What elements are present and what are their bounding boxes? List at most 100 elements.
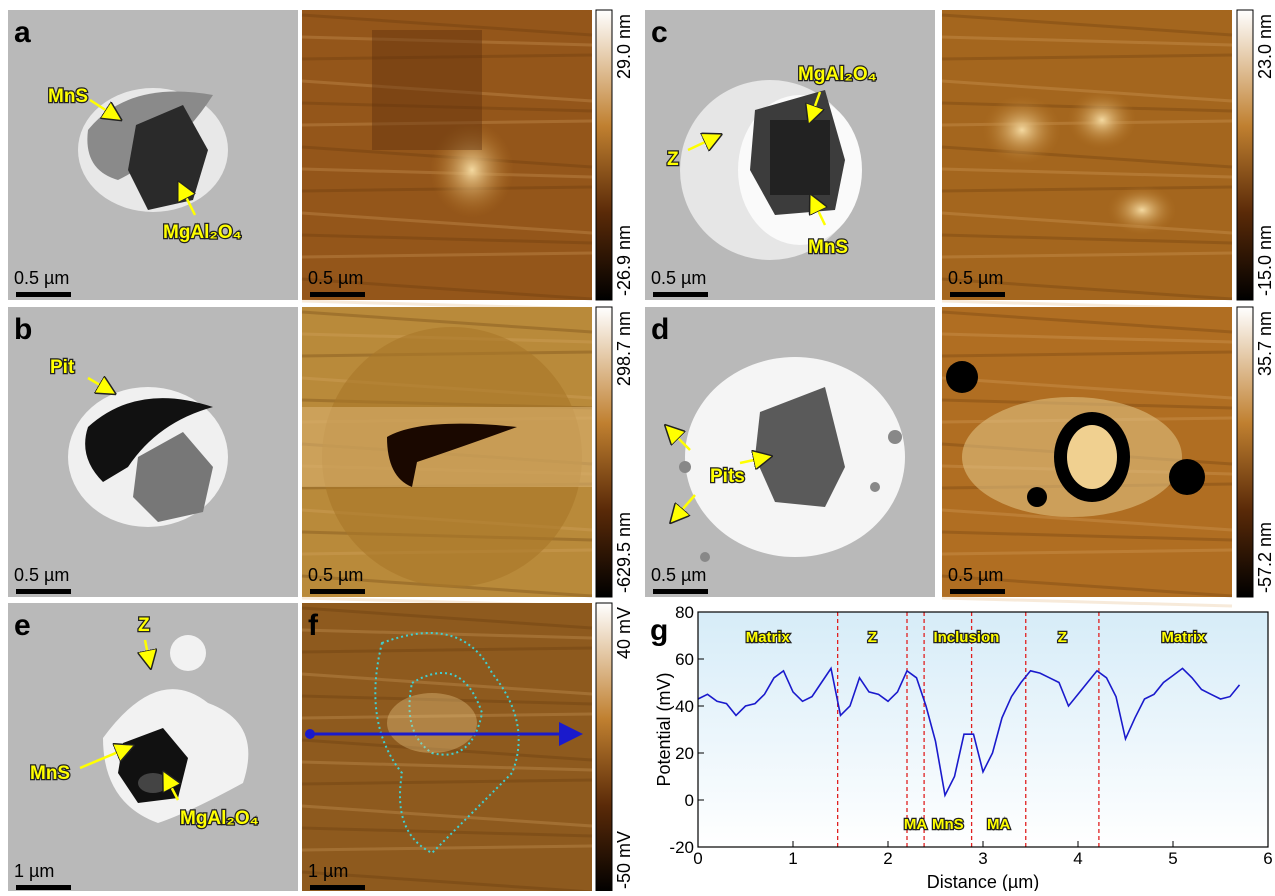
scale-bar bbox=[950, 589, 1005, 594]
map-feature bbox=[1067, 90, 1137, 150]
scale-bar-label: 0.5 µm bbox=[651, 565, 706, 585]
sem-feature bbox=[888, 430, 902, 444]
sem-feature bbox=[870, 482, 880, 492]
sem-feature bbox=[679, 461, 691, 473]
map-feature bbox=[946, 361, 978, 393]
region-label: Inclusion bbox=[933, 629, 999, 646]
plot-background bbox=[698, 612, 1268, 847]
sem-image: d 0.5 µm Pits bbox=[645, 307, 935, 597]
scale-bar bbox=[653, 292, 708, 297]
sem-image: b 0.5 µm Pit bbox=[8, 307, 298, 597]
scale-bar-label: 1 µm bbox=[14, 861, 54, 881]
colorbar-max-label: 29.0 nm bbox=[614, 14, 634, 79]
colorbar-max-label: 23.0 nm bbox=[1255, 14, 1275, 79]
map-image: 0.5 µm bbox=[302, 10, 592, 309]
region-label: MnS bbox=[932, 816, 964, 833]
y-tick-label: 80 bbox=[675, 603, 694, 622]
x-tick-label: 3 bbox=[978, 849, 987, 868]
scale-bar-label: 0.5 µm bbox=[14, 565, 69, 585]
panel-label: g bbox=[650, 614, 668, 647]
colorbar-min-label: -26.9 nm bbox=[614, 225, 634, 296]
colorbar-min-label: -629.5 nm bbox=[614, 512, 634, 593]
sem-feature bbox=[770, 120, 830, 195]
map-feature bbox=[1169, 459, 1205, 495]
scale-bar-label: 0.5 µm bbox=[14, 268, 69, 288]
annotation: MnS bbox=[808, 237, 848, 258]
region-label: Matrix bbox=[746, 629, 791, 646]
y-tick-label: 60 bbox=[675, 650, 694, 669]
colorbar bbox=[596, 10, 612, 300]
profile-start bbox=[305, 729, 315, 739]
sem-image: a0.5 µmMnSMgAl₂O₄ bbox=[8, 10, 298, 300]
scale-bar-label: 0.5 µm bbox=[651, 268, 706, 288]
y-tick-label: 40 bbox=[675, 697, 694, 716]
x-tick-label: 2 bbox=[883, 849, 892, 868]
scale-bar bbox=[310, 292, 365, 297]
x-axis-label: Distance (µm) bbox=[927, 872, 1039, 891]
map-feature bbox=[372, 30, 482, 150]
scale-bar bbox=[16, 885, 71, 890]
panel-label: d bbox=[651, 313, 669, 346]
colorbar bbox=[596, 603, 612, 891]
x-tick-label: 4 bbox=[1073, 849, 1082, 868]
sem-image: c 0.5 µm MgAl₂O₄ Z MnS bbox=[645, 10, 935, 300]
annotation: Z bbox=[667, 149, 679, 170]
colorbar-max-label: 40 mV bbox=[614, 607, 634, 659]
y-tick-label: -20 bbox=[669, 838, 694, 857]
scale-bar bbox=[950, 292, 1005, 297]
scale-bar bbox=[310, 885, 365, 890]
scale-bar-label: 0.5 µm bbox=[948, 565, 1003, 585]
sem-feature bbox=[170, 635, 206, 671]
panel-label: e bbox=[14, 609, 31, 642]
panel-label: a bbox=[14, 16, 31, 49]
scale-bar-label: 0.5 µm bbox=[308, 268, 363, 288]
region-label: MA bbox=[904, 816, 927, 833]
x-tick-label: 1 bbox=[788, 849, 797, 868]
region-label: Matrix bbox=[1161, 629, 1206, 646]
colorbar bbox=[1237, 307, 1253, 597]
y-tick-label: 20 bbox=[675, 744, 694, 763]
scale-bar-label: 1 µm bbox=[308, 861, 348, 881]
scale-bar-label: 0.5 µm bbox=[948, 268, 1003, 288]
scale-bar-label: 0.5 µm bbox=[308, 565, 363, 585]
colorbar bbox=[596, 307, 612, 597]
x-tick-label: 5 bbox=[1168, 849, 1177, 868]
colorbar-max-label: 298.7 nm bbox=[614, 311, 634, 386]
panel-label: f bbox=[308, 609, 319, 642]
map-image: f 1 µm bbox=[302, 603, 592, 891]
sem-feature bbox=[700, 552, 710, 562]
map-feature bbox=[387, 693, 477, 753]
map-image: 0.5 µm bbox=[302, 307, 592, 606]
y-tick-label: 0 bbox=[685, 791, 694, 810]
colorbar-min-label: -15.0 nm bbox=[1255, 225, 1275, 296]
sem-feature bbox=[138, 773, 168, 793]
map-feature bbox=[1067, 425, 1117, 489]
annotation: Z bbox=[138, 615, 150, 636]
colorbar-min-label: -57.2 nm bbox=[1255, 522, 1275, 593]
map-feature bbox=[982, 95, 1062, 165]
annotation: MnS bbox=[30, 763, 70, 784]
colorbar-max-label: 35.7 nm bbox=[1255, 311, 1275, 376]
x-tick-label: 6 bbox=[1263, 849, 1272, 868]
map-feature bbox=[1107, 185, 1177, 235]
scale-bar bbox=[16, 292, 71, 297]
annotation: Pits bbox=[710, 466, 745, 487]
map-texture bbox=[942, 598, 1232, 606]
scale-bar bbox=[16, 589, 71, 594]
map-image: 0.5 µm bbox=[942, 307, 1232, 606]
annotation: MgAl₂O₄ bbox=[798, 64, 877, 85]
annotation: Pit bbox=[50, 357, 75, 378]
panel-label: b bbox=[14, 313, 32, 346]
annotation: MgAl₂O₄ bbox=[180, 808, 259, 829]
colorbar-min-label: -50 mV bbox=[614, 831, 634, 889]
panel-label: c bbox=[651, 16, 668, 49]
map-image: 0.5 µm bbox=[942, 10, 1232, 309]
region-label: MA bbox=[987, 816, 1010, 833]
scale-bar bbox=[310, 589, 365, 594]
annotation: MnS bbox=[48, 86, 88, 107]
figure: a 0.5 µm MnS MgAl₂O₄ 0.5 µm 29.0 nm -26.9 nm b 0… bbox=[0, 0, 1275, 891]
region-label: Z bbox=[868, 629, 877, 646]
region-label: Z bbox=[1058, 629, 1067, 646]
sem-image: e 1 µm Z MnS MgAl₂O₄ bbox=[8, 603, 298, 891]
y-axis-label: Potential (mV) bbox=[654, 672, 674, 786]
